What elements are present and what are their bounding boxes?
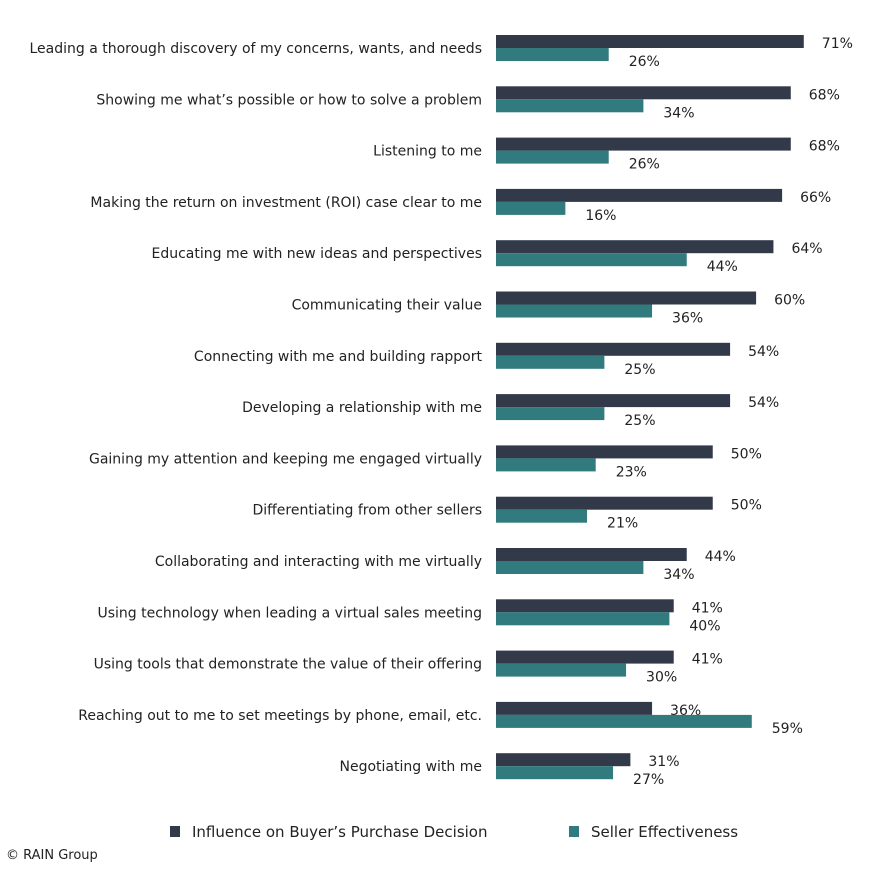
category-label: Making the return on investment (ROI) ca… [90,195,482,211]
influence-bar [496,35,804,48]
influence-data-label: 41% [692,652,723,668]
category-label: Gaining my attention and keeping me enga… [89,451,482,467]
legend-swatch-1 [569,826,579,837]
legend-label: Influence on Buyer’s Purchase Decision [192,823,487,840]
effectiveness-bar [496,201,566,215]
category-label: Using tools that demonstrate the value o… [94,657,482,673]
influence-data-label: 50% [731,446,762,462]
influence-bar [496,599,674,613]
influence-bar [496,240,774,254]
influence-data-label: 41% [692,600,723,616]
effectiveness-bar [496,458,596,472]
category-label: Negotiating with me [340,759,483,775]
category-label: Reaching out to me to set meetings by ph… [78,708,482,724]
bar-chart: Leading a thorough discovery of my conce… [29,35,853,841]
effectiveness-data-label: 25% [624,413,655,429]
copyright-text: © RAIN Group [6,848,98,863]
effectiveness-data-label: 16% [585,208,616,224]
category-label: Developing a relationship with me [242,400,482,416]
effectiveness-data-label: 34% [663,567,694,583]
effectiveness-bar [496,48,609,61]
effectiveness-bar [496,407,605,421]
influence-data-label: 71% [822,36,853,52]
effectiveness-data-label: 26% [629,54,660,70]
influence-bar [496,342,731,356]
effectiveness-bar [496,612,670,626]
influence-bar [496,650,674,664]
influence-bar [496,137,791,151]
effectiveness-data-label: 27% [633,772,664,788]
effectiveness-bar [496,99,644,113]
effectiveness-data-label: 25% [624,362,655,378]
effectiveness-data-label: 44% [707,259,738,275]
influence-data-label: 50% [731,498,762,514]
category-label: Using technology when leading a virtual … [97,605,482,621]
effectiveness-bar [496,304,653,318]
influence-bar [496,394,731,408]
influence-bar [496,291,757,305]
effectiveness-bar [496,150,609,164]
category-label: Connecting with me and building rapport [194,349,483,365]
effectiveness-data-label: 21% [607,516,638,532]
influence-data-label: 64% [791,241,822,257]
category-label: Differentiating from other sellers [252,503,482,519]
legend-swatch-0 [170,826,180,837]
influence-data-label: 66% [800,190,831,206]
legend-label: Seller Effectiveness [591,823,738,840]
influence-data-label: 68% [809,139,840,155]
effectiveness-data-label: 30% [646,670,677,686]
category-label: Collaborating and interacting with me vi… [155,554,482,570]
effectiveness-data-label: 36% [672,311,703,327]
effectiveness-bar [496,663,627,677]
influence-bar [496,701,653,715]
effectiveness-data-label: 26% [629,157,660,173]
effectiveness-data-label: 40% [689,618,720,634]
effectiveness-bar [496,766,614,780]
influence-bar [496,86,791,100]
effectiveness-data-label: 34% [663,105,694,121]
influence-bar [496,188,783,202]
effectiveness-bar [496,714,752,728]
influence-data-label: 44% [705,549,736,565]
category-label: Leading a thorough discovery of my conce… [29,41,482,57]
effectiveness-data-label: 59% [772,721,803,737]
effectiveness-bar [496,509,588,523]
category-label: Showing me what’s possible or how to sol… [96,92,482,108]
category-label: Educating me with new ideas and perspect… [151,246,482,262]
influence-bar [496,445,713,459]
influence-bar [496,753,631,767]
effectiveness-bar [496,355,605,369]
category-label: Communicating their value [292,298,482,314]
influence-data-label: 68% [809,87,840,103]
influence-data-label: 31% [648,754,679,770]
influence-data-label: 54% [748,395,779,411]
influence-data-label: 54% [748,344,779,360]
effectiveness-bar [496,253,687,267]
influence-bar [496,548,687,561]
influence-bar [496,496,713,510]
category-label: Listening to me [373,144,482,160]
effectiveness-data-label: 23% [616,464,647,480]
influence-data-label: 60% [774,293,805,309]
effectiveness-bar [496,561,644,574]
